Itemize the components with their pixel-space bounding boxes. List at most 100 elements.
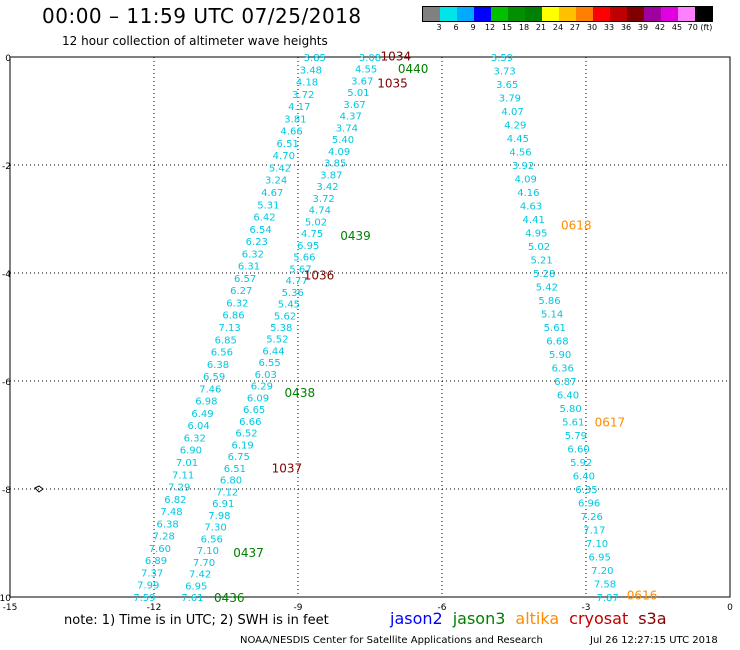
y-tick-label: -10 <box>0 594 11 604</box>
color-scale-label: 15 <box>501 23 513 32</box>
wave-height-value: 3.81 <box>284 114 306 125</box>
wave-height-value: 6.66 <box>239 417 261 428</box>
wave-height-value: 7.87 <box>596 593 618 604</box>
wave-height-value: 6.68 <box>546 337 568 348</box>
wave-height-value: 6.96 <box>578 499 600 510</box>
wave-height-value: 4.16 <box>517 188 539 199</box>
wave-height-value: 7.01 <box>176 458 198 469</box>
wave-height-value: 6.95 <box>589 553 611 564</box>
wave-height-value: 6.89 <box>145 556 167 567</box>
wave-height-value: 7.48 <box>160 507 182 518</box>
wave-height-value: 5.01 <box>347 88 369 99</box>
wave-height-value: 6.35 <box>575 485 597 496</box>
pass-time-label: 0436 <box>214 591 245 605</box>
wave-height-value: 3.48 <box>300 65 322 76</box>
wave-height-value: 6.42 <box>253 213 275 224</box>
wave-height-value: 6.65 <box>243 405 265 416</box>
wave-height-value: 4.37 <box>340 112 362 123</box>
color-swatch <box>525 7 542 21</box>
wave-height-value: 3.72 <box>292 90 314 101</box>
color-swatch <box>576 7 593 21</box>
wave-height-value: 3.42 <box>316 182 338 193</box>
wave-height-value: 6.56 <box>201 534 223 545</box>
wave-height-value: 6.95 <box>185 581 207 592</box>
wave-height-value: 3.08 <box>359 53 381 64</box>
chart-subtitle: 12 hour collection of altimeter wave hei… <box>62 34 328 48</box>
color-scale-label: 42 <box>654 23 666 32</box>
generated-timestamp: Jul 26 12:27:15 UTC 2018 <box>590 635 718 646</box>
wave-height-value: 3.67 <box>351 76 373 87</box>
wave-height-value: 5.38 <box>270 323 292 334</box>
color-swatch <box>474 7 491 21</box>
wave-height-value: 5.42 <box>536 283 558 294</box>
wave-height-value: 6.38 <box>157 519 179 530</box>
wave-height-value: 3.65 <box>496 80 518 91</box>
wave-height-value: 4.17 <box>288 102 310 113</box>
wave-height-value: 4.63 <box>520 202 542 213</box>
color-scale-label: 18 <box>518 23 530 32</box>
color-scale-label: 12 <box>484 23 496 32</box>
color-scale-label: 30 <box>586 23 598 32</box>
color-scale-label: 24 <box>552 23 564 32</box>
wave-height-value: 5.02 <box>528 242 550 253</box>
pass-time-label: 1035 <box>377 76 408 90</box>
color-swatch <box>542 7 559 21</box>
wave-height-value: 6.75 <box>228 452 250 463</box>
wave-height-value: 7.61 <box>181 593 203 604</box>
wave-height-value: 5.52 <box>266 335 288 346</box>
x-tick-label: -6 <box>438 603 447 613</box>
wave-height-value: 3.73 <box>494 67 516 78</box>
wave-height-value: 4.41 <box>523 215 545 226</box>
color-scale-label: 3 <box>436 23 442 32</box>
wave-height-value: 6.49 <box>191 409 213 420</box>
wave-height-value: 5.28 <box>533 269 555 280</box>
wave-height-value: 4.29 <box>504 121 526 132</box>
wave-height-value: 3.24 <box>265 176 287 187</box>
wave-height-value: 5.90 <box>549 350 571 361</box>
color-swatch <box>440 7 457 21</box>
wave-height-value: 6.54 <box>249 225 271 236</box>
color-scale-labels: 3 6 9 12 15 18 21 24 27 30 33 36 39 42 45 70 (ft) <box>422 23 740 35</box>
legend-jason2: jason2 <box>390 609 443 628</box>
satellite-legend: jason2 jason3 altika cryosat s3a <box>390 609 677 628</box>
x-tick-label: 0 <box>727 603 733 613</box>
color-scale-label: 21 <box>535 23 547 32</box>
wave-height-value: 6.19 <box>231 440 253 451</box>
wave-height-value: 4.77 <box>286 276 308 287</box>
x-tick-label: -15 <box>3 603 18 613</box>
color-scale-label: 70 (ft) <box>687 23 713 32</box>
wave-height-value: 6.87 <box>554 377 576 388</box>
pass-time-label: 0439 <box>340 229 371 243</box>
wave-height-value: 5.79 <box>565 431 587 442</box>
plot-frame <box>9 56 731 598</box>
wave-height-value: 6.60 <box>567 445 589 456</box>
wave-height-value: 5.80 <box>560 404 582 415</box>
wave-height-value: 4.74 <box>309 206 331 217</box>
wave-height-value: 4.18 <box>296 78 318 89</box>
wave-height-value: 6.98 <box>195 397 217 408</box>
wave-height-value: 7.60 <box>149 544 171 555</box>
wave-height-value: 3.59 <box>491 53 513 64</box>
wave-height-value: 5.02 <box>305 217 327 228</box>
wave-height-value: 6.57 <box>234 274 256 285</box>
wave-height-value: 3.79 <box>499 94 521 105</box>
pass-time-label: 1034 <box>381 49 412 63</box>
wave-height-value: 5.66 <box>293 253 315 264</box>
color-swatch <box>423 7 440 21</box>
y-tick-label: 0 <box>5 54 11 64</box>
x-tick-label: -12 <box>147 603 162 613</box>
wave-height-value: 6.90 <box>180 446 202 457</box>
wave-height-value: 3.85 <box>324 159 346 170</box>
wave-height-value: 3.72 <box>313 194 335 205</box>
wave-height-value: 6.85 <box>215 335 237 346</box>
wave-height-value: 6.52 <box>235 429 257 440</box>
wave-height-value: 6.95 <box>297 241 319 252</box>
wave-height-value: 5.36 <box>282 288 304 299</box>
wave-height-value: 5.45 <box>278 300 300 311</box>
wave-height-value: 6.36 <box>552 364 574 375</box>
x-tick-label: -9 <box>294 603 303 613</box>
wave-height-value: 4.56 <box>509 148 531 159</box>
color-swatch <box>610 7 627 21</box>
wave-height-value: 5.31 <box>257 200 279 211</box>
